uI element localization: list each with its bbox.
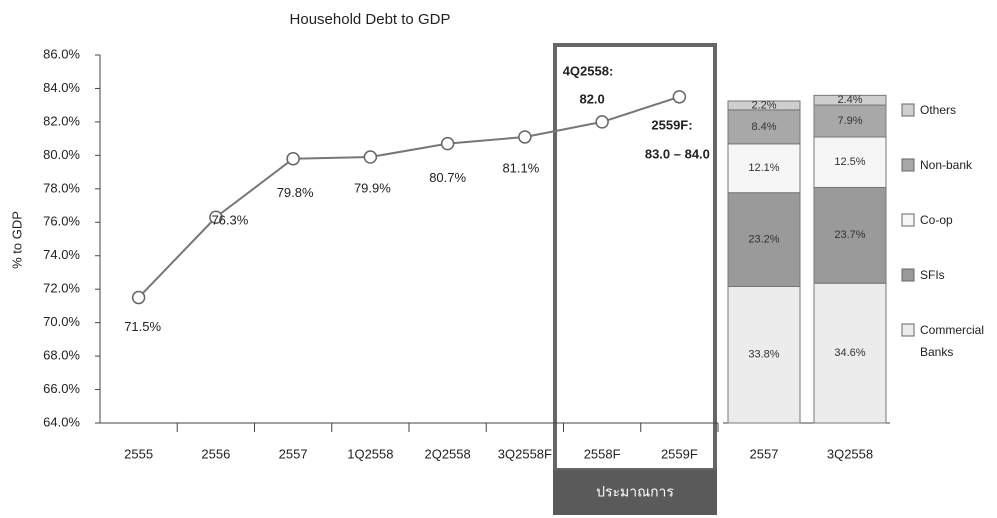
y-axis-label: % to GDP [9, 211, 24, 269]
bar-segment [727, 100, 801, 111]
x-tick-label: 1Q2558 [347, 446, 393, 461]
legend-swatch [901, 103, 915, 117]
point [595, 115, 609, 129]
x-tick-label: 2Q2558 [424, 446, 470, 461]
legend-label: Co-op [920, 213, 953, 227]
y-tick-label: 76.0% [43, 214, 80, 229]
legend-label: Non-bank [920, 158, 973, 172]
value-label: 23.2% [748, 233, 779, 245]
y-tick-label: 66.0% [43, 381, 80, 396]
point [131, 290, 146, 305]
y-tick-label: 70.0% [43, 314, 80, 329]
legend-swatch [901, 268, 915, 282]
value-label: 23.7% [834, 229, 865, 241]
x-tick-label: 2559F [661, 446, 698, 461]
value-label: 79.8% [277, 185, 314, 200]
value-label: 79.9% [354, 180, 391, 195]
value-label: 81.1% [502, 160, 539, 175]
y-tick-label: 64.0% [43, 414, 80, 429]
legend-swatch [901, 323, 915, 337]
y-tick-label: 72.0% [43, 281, 80, 296]
value-label: 82.0 [579, 91, 604, 106]
legend-label: Commercial Banks [920, 323, 985, 359]
bar-segment [813, 282, 887, 424]
legend-label: SFIs [920, 268, 945, 282]
x-tick-label: 2556 [201, 446, 230, 461]
forecast-label-box [553, 470, 717, 515]
y-tick-label: 68.0% [43, 348, 80, 363]
bar-segment [813, 136, 887, 188]
bar-segment [727, 192, 801, 287]
value-label: 2.2% [751, 99, 776, 111]
point [672, 90, 687, 104]
forecast-label: ประมาณการ [596, 484, 674, 500]
y-tick-label: 80.0% [43, 147, 80, 162]
forecast-box [553, 43, 717, 472]
y-tick-label: 82.0% [43, 113, 80, 128]
bar-segment [813, 186, 887, 284]
annotation: 2559F: [651, 117, 692, 132]
point [209, 210, 223, 225]
x-tick-label: 3Q2558F [498, 446, 552, 461]
value-label: 80.7% [429, 170, 466, 185]
value-label: 2.4% [837, 94, 862, 106]
line [137, 95, 680, 299]
chart-title: Household Debt to GDP [290, 11, 451, 28]
value-label: 34.6% [834, 347, 865, 359]
value-label: 76.3% [211, 213, 248, 228]
value-label: 12.1% [748, 162, 779, 174]
y-tick-label: 74.0% [43, 247, 80, 262]
point [363, 150, 378, 164]
bar-segment [813, 94, 887, 106]
x-tick-label: 2557 [279, 446, 308, 461]
y-tick-label: 78.0% [43, 180, 80, 195]
point [518, 130, 532, 144]
annotation: 4Q2558: [563, 63, 614, 78]
x-tick-label: 3Q2558 [827, 446, 873, 461]
legend-swatch [901, 213, 915, 227]
x-tick-label: 2558F [584, 446, 621, 461]
value-label: 71.5% [124, 319, 161, 334]
point [440, 136, 455, 151]
value-label: 8.4% [751, 121, 776, 133]
value-label: 12.5% [834, 156, 865, 168]
x-tick-label: 2555 [124, 446, 153, 461]
bar-segment [727, 143, 801, 194]
x-tick-label: 2557 [750, 446, 779, 461]
y-tick-label: 86.0% [43, 46, 80, 61]
value-label: 7.9% [837, 115, 862, 127]
bar-segment [727, 285, 801, 424]
legend-label: Others [920, 103, 957, 117]
y-tick-label: 84.0% [43, 80, 80, 95]
bar-segment [813, 104, 887, 138]
legend-swatch [901, 158, 915, 172]
point [286, 151, 300, 166]
value-label: 83.0 – 84.0 [645, 146, 710, 161]
value-label: 33.8% [748, 349, 779, 361]
